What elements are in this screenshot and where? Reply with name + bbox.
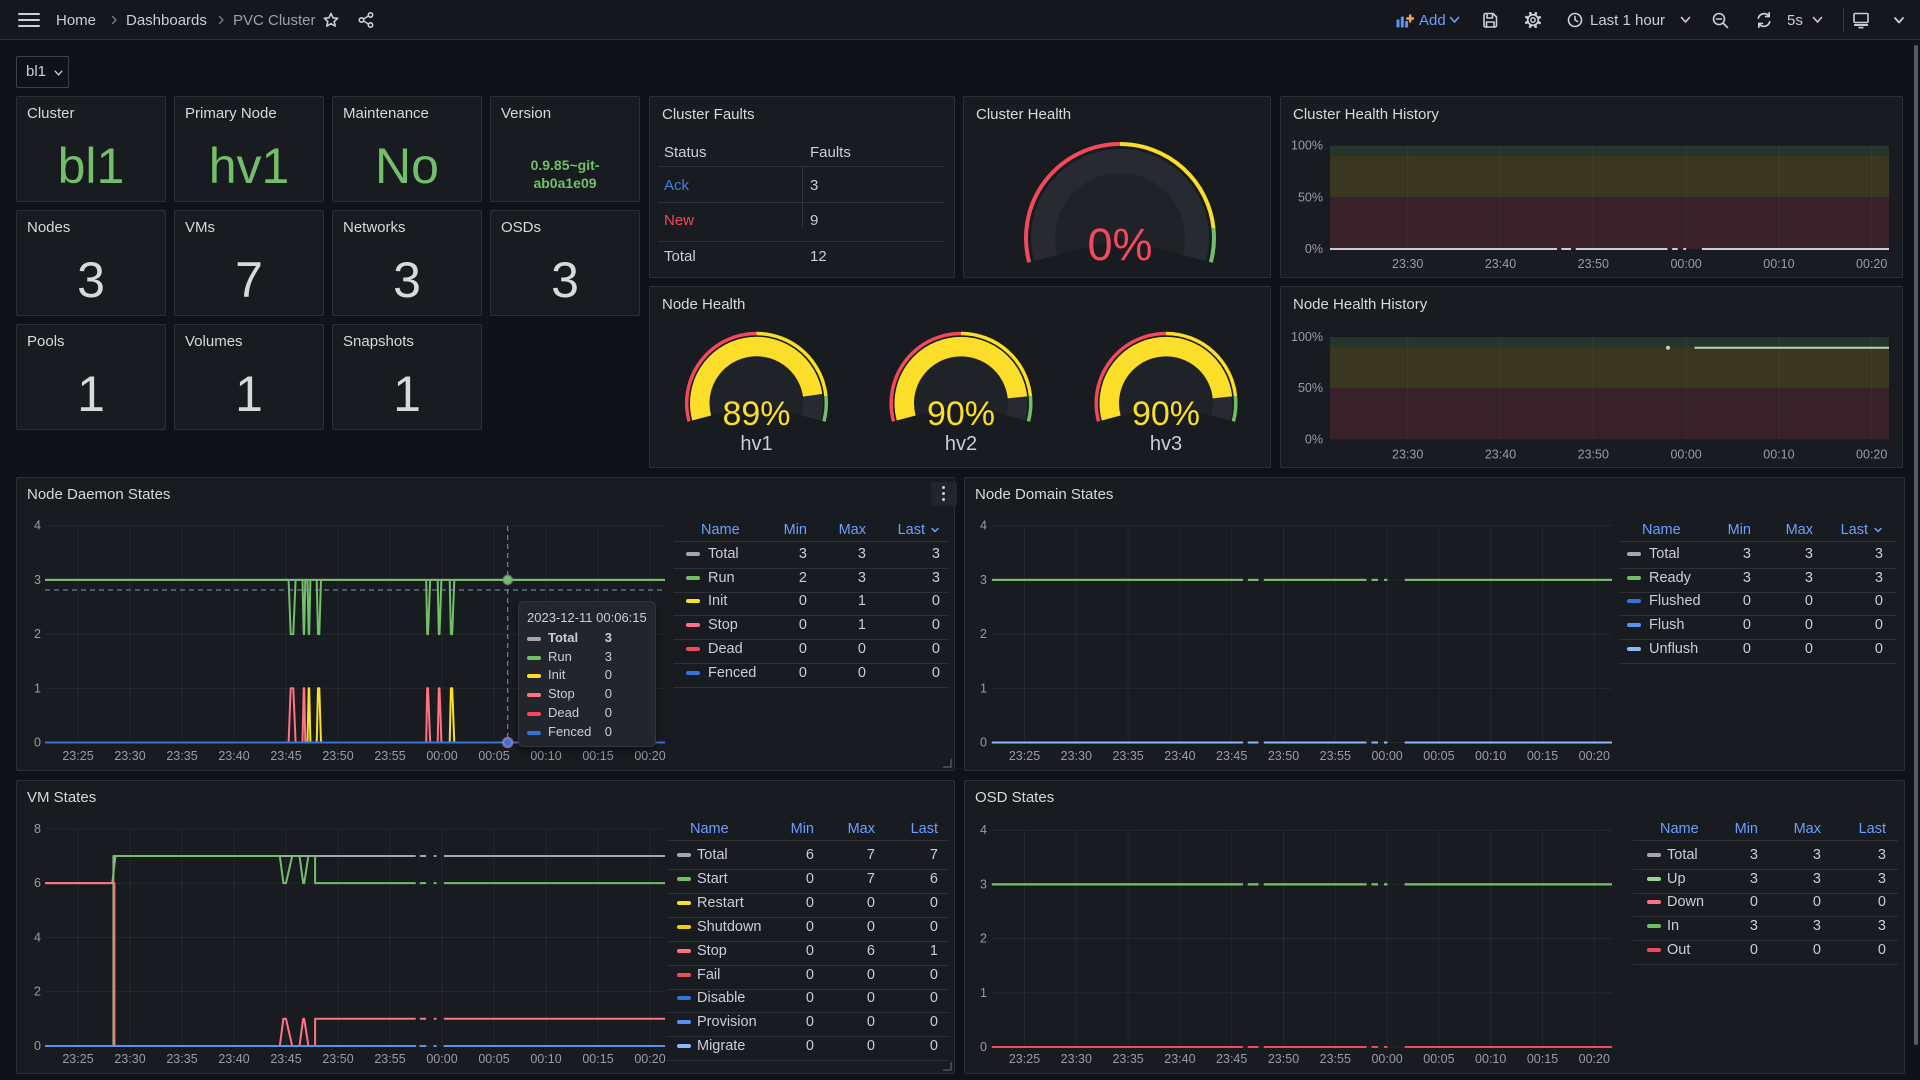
svg-text:00:10: 00:10 (1763, 447, 1794, 461)
svg-text:2: 2 (980, 627, 987, 641)
svg-text:0: 0 (980, 736, 987, 750)
svg-text:00:20: 00:20 (1579, 1052, 1610, 1066)
svg-text:23:30: 23:30 (114, 749, 145, 763)
svg-text:00:00: 00:00 (1670, 257, 1701, 271)
svg-text:23:30: 23:30 (1061, 1052, 1092, 1066)
svg-text:23:25: 23:25 (1009, 1052, 1040, 1066)
svg-text:3: 3 (34, 573, 41, 587)
svg-text:0: 0 (34, 1039, 41, 1053)
svg-text:1: 1 (980, 681, 987, 695)
svg-text:23:30: 23:30 (1061, 749, 1092, 763)
svg-text:00:10: 00:10 (530, 749, 561, 763)
svg-text:3: 3 (980, 573, 987, 587)
svg-text:00:20: 00:20 (1579, 749, 1610, 763)
svg-text:00:15: 00:15 (582, 1052, 613, 1066)
svg-text:23:35: 23:35 (166, 749, 197, 763)
svg-text:23:35: 23:35 (166, 1052, 197, 1066)
svg-text:2: 2 (34, 627, 41, 641)
svg-text:1: 1 (980, 986, 987, 1000)
svg-text:00:00: 00:00 (1371, 1052, 1402, 1066)
svg-text:100%: 100% (1291, 139, 1323, 153)
svg-text:00:20: 00:20 (634, 1052, 665, 1066)
svg-text:00:15: 00:15 (582, 749, 613, 763)
svg-text:00:20: 00:20 (634, 749, 665, 763)
svg-text:00:05: 00:05 (478, 1052, 509, 1066)
svg-text:2: 2 (34, 985, 41, 999)
svg-text:50%: 50% (1298, 381, 1323, 395)
svg-text:100%: 100% (1291, 330, 1323, 344)
svg-text:00:20: 00:20 (1856, 257, 1887, 271)
svg-text:3: 3 (980, 877, 987, 891)
svg-text:23:40: 23:40 (1164, 1052, 1195, 1066)
svg-text:23:55: 23:55 (1320, 749, 1351, 763)
svg-text:23:50: 23:50 (1268, 749, 1299, 763)
svg-text:23:40: 23:40 (1485, 447, 1516, 461)
svg-text:23:50: 23:50 (1268, 1052, 1299, 1066)
svg-text:0: 0 (34, 736, 41, 750)
svg-text:6: 6 (34, 876, 41, 890)
svg-text:23:40: 23:40 (218, 1052, 249, 1066)
svg-text:23:50: 23:50 (1578, 447, 1609, 461)
svg-text:23:35: 23:35 (1112, 1052, 1143, 1066)
svg-text:4: 4 (980, 519, 987, 533)
svg-text:00:10: 00:10 (1763, 257, 1794, 271)
svg-text:00:15: 00:15 (1527, 1052, 1558, 1066)
svg-text:4: 4 (34, 519, 41, 533)
svg-text:23:45: 23:45 (1216, 749, 1247, 763)
svg-text:23:55: 23:55 (1320, 1052, 1351, 1066)
svg-text:23:55: 23:55 (374, 1052, 405, 1066)
svg-text:23:25: 23:25 (62, 1052, 93, 1066)
svg-text:23:30: 23:30 (114, 1052, 145, 1066)
svg-text:23:45: 23:45 (270, 1052, 301, 1066)
svg-text:0%: 0% (1305, 242, 1323, 256)
svg-text:0%: 0% (1305, 432, 1323, 446)
svg-text:2: 2 (980, 932, 987, 946)
svg-text:23:40: 23:40 (1164, 749, 1195, 763)
svg-text:00:05: 00:05 (1423, 749, 1454, 763)
svg-text:00:00: 00:00 (1670, 447, 1701, 461)
svg-text:23:50: 23:50 (1578, 257, 1609, 271)
svg-text:23:40: 23:40 (218, 749, 249, 763)
svg-text:1: 1 (34, 681, 41, 695)
svg-text:23:45: 23:45 (1216, 1052, 1247, 1066)
svg-text:23:30: 23:30 (1392, 447, 1423, 461)
svg-text:00:00: 00:00 (1371, 749, 1402, 763)
svg-text:00:10: 00:10 (530, 1052, 561, 1066)
svg-text:00:15: 00:15 (1527, 749, 1558, 763)
svg-text:23:50: 23:50 (322, 749, 353, 763)
svg-text:23:35: 23:35 (1112, 749, 1143, 763)
svg-text:00:10: 00:10 (1475, 749, 1506, 763)
svg-text:4: 4 (34, 930, 41, 944)
svg-text:23:55: 23:55 (374, 749, 405, 763)
svg-text:23:50: 23:50 (322, 1052, 353, 1066)
svg-text:4: 4 (980, 823, 987, 837)
svg-text:23:25: 23:25 (62, 749, 93, 763)
svg-text:23:30: 23:30 (1392, 257, 1423, 271)
svg-text:0: 0 (980, 1040, 987, 1054)
svg-text:00:00: 00:00 (426, 749, 457, 763)
svg-text:00:00: 00:00 (426, 1052, 457, 1066)
svg-text:23:45: 23:45 (270, 749, 301, 763)
svg-text:00:05: 00:05 (1423, 1052, 1454, 1066)
svg-text:50%: 50% (1298, 190, 1323, 204)
svg-text:8: 8 (34, 822, 41, 836)
svg-text:23:40: 23:40 (1485, 257, 1516, 271)
svg-text:00:05: 00:05 (478, 749, 509, 763)
svg-text:00:10: 00:10 (1475, 1052, 1506, 1066)
svg-text:00:20: 00:20 (1856, 447, 1887, 461)
svg-text:23:25: 23:25 (1009, 749, 1040, 763)
